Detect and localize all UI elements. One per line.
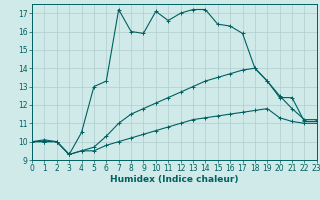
- X-axis label: Humidex (Indice chaleur): Humidex (Indice chaleur): [110, 175, 239, 184]
